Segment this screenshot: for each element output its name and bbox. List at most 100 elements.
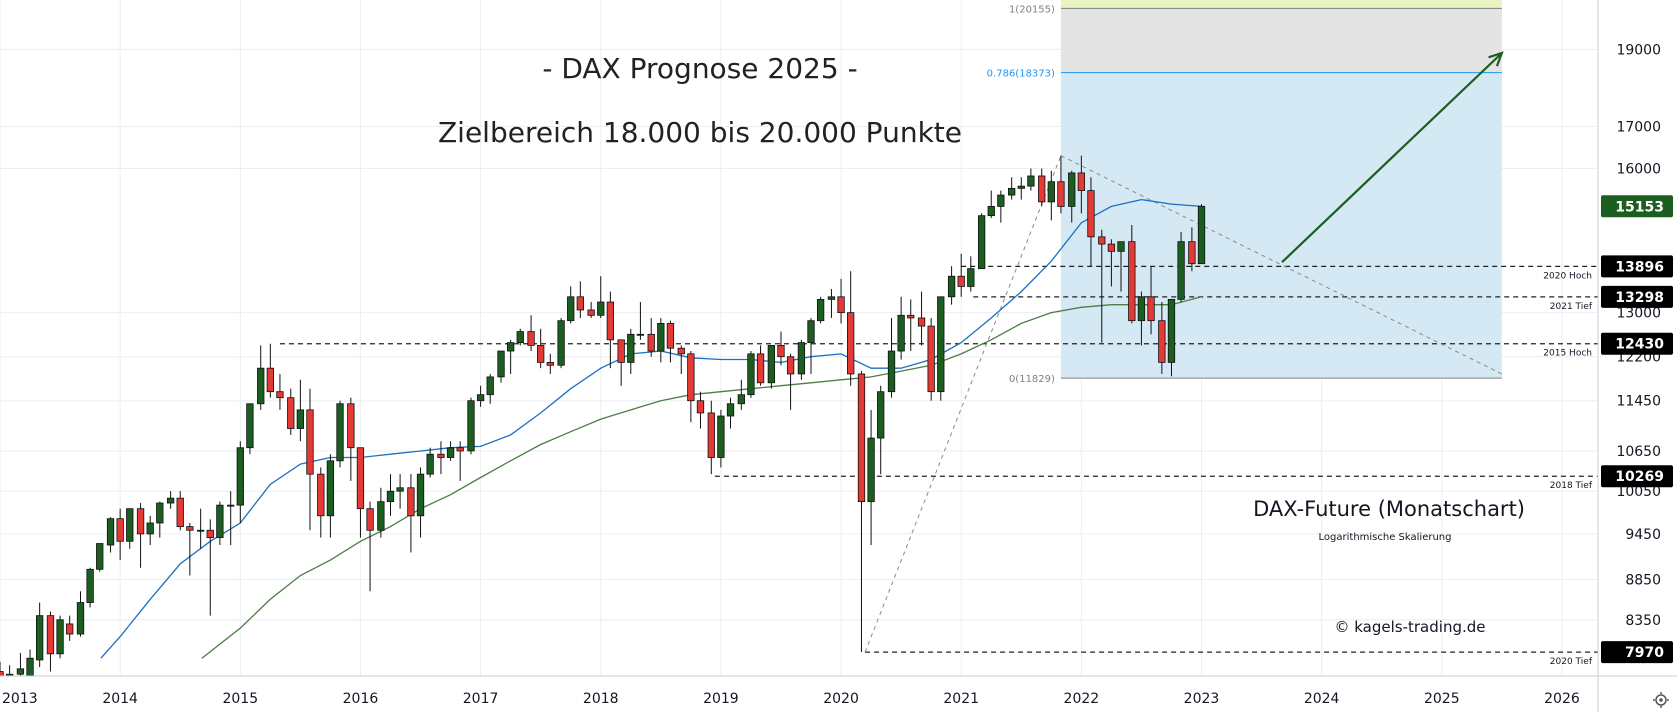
candle-body [967, 268, 975, 287]
candle-down [206, 519, 214, 616]
candle-up [1117, 241, 1125, 292]
projection-arrow [1281, 51, 1504, 263]
candle-down [777, 331, 785, 366]
arrow-head [1488, 51, 1504, 67]
candle-down [1188, 227, 1196, 272]
trendline [1060, 155, 1503, 375]
candle-body [476, 394, 485, 402]
candle-body [1147, 296, 1155, 322]
x-tick-label: 2023 [1184, 691, 1220, 707]
candle-body [66, 623, 74, 635]
candle-body [317, 473, 325, 517]
candle-body [747, 353, 755, 396]
x-tick-label: 2026 [1544, 691, 1580, 707]
candle-up [446, 441, 455, 461]
candle-up [827, 289, 836, 318]
candle-up [1047, 170, 1055, 221]
candle-body [897, 314, 905, 352]
candle-down [1077, 155, 1086, 214]
candle-up [86, 567, 94, 608]
candle-down [756, 345, 765, 386]
candle-down [907, 299, 915, 352]
candle-up [867, 409, 875, 546]
y-tick-label: 19000 [1616, 42, 1661, 58]
candle-down [617, 339, 625, 386]
candle-up [877, 385, 885, 475]
candle-down [696, 391, 705, 429]
candle-down [266, 343, 274, 398]
settings-icon[interactable] [1653, 692, 1669, 708]
candle-body [306, 409, 314, 475]
candle-body [756, 353, 765, 384]
candle-up [807, 317, 815, 374]
candle-body [136, 508, 145, 535]
trendlines [864, 155, 1503, 653]
candle-up [1167, 299, 1176, 377]
candle-body [576, 296, 584, 311]
candle-body [647, 333, 655, 352]
candle-body [927, 325, 935, 393]
candle-body [867, 437, 875, 503]
candle-up [476, 385, 485, 407]
candle-body [1128, 241, 1136, 322]
y-tick-label: 17000 [1616, 119, 1661, 135]
candle-body [497, 350, 505, 378]
fib-band-main [1060, 72, 1502, 379]
price-badge-box [1601, 255, 1673, 278]
candle-down [366, 501, 374, 592]
candle-body [666, 322, 675, 349]
candle-up [567, 286, 575, 324]
candle-up [967, 256, 975, 292]
candle-body [1177, 241, 1185, 300]
price-badge: 10269 [1601, 465, 1673, 488]
candle-body [1077, 172, 1086, 191]
candle-body [1158, 320, 1166, 363]
candle-body [216, 504, 224, 538]
candle-down [1038, 168, 1046, 207]
candle-up [396, 474, 404, 509]
candle-up [1068, 170, 1076, 223]
y-tick-label: 8850 [1625, 572, 1661, 588]
candle-body [636, 333, 645, 336]
x-tick-label: 2018 [583, 691, 619, 707]
candle-down [186, 522, 194, 576]
candle-up [56, 615, 64, 659]
candle-body [96, 543, 104, 570]
candle-up [557, 317, 565, 369]
candle-up [977, 213, 986, 270]
candle-up [106, 517, 115, 553]
candle-body [336, 403, 344, 462]
candle-down [1057, 155, 1065, 214]
candle-body [166, 497, 175, 504]
candle-body [947, 275, 956, 298]
candle-body [1017, 185, 1025, 189]
arrow-shaft [1281, 52, 1503, 263]
candle-body [957, 275, 965, 287]
fib-level-label: 0(11829) [1009, 374, 1055, 385]
candle-body [1068, 172, 1076, 207]
candle-body [527, 331, 535, 346]
candle-body [1137, 296, 1146, 322]
candle-up [1027, 168, 1035, 191]
candle-up [76, 591, 85, 637]
y-tick-label: 8350 [1625, 613, 1661, 629]
candle-body [446, 447, 455, 458]
candle-up [737, 379, 745, 410]
candle-body [1188, 241, 1196, 265]
candle-down [687, 351, 695, 423]
candle-body [567, 296, 575, 322]
candle-down [957, 253, 965, 297]
candle-up [416, 467, 425, 538]
candle-body [106, 518, 115, 546]
x-tick-label: 2016 [343, 691, 379, 707]
candle-up [156, 501, 164, 538]
candle-body [227, 504, 235, 507]
candle-down [66, 615, 74, 641]
candle-body [977, 215, 986, 270]
candle-down [0, 661, 4, 686]
candle-body [1038, 175, 1046, 203]
chart-title: - DAX Prognose 2025 - [542, 52, 857, 85]
candle-up [35, 602, 44, 668]
candle-body [877, 391, 885, 439]
candle-up [227, 491, 235, 546]
